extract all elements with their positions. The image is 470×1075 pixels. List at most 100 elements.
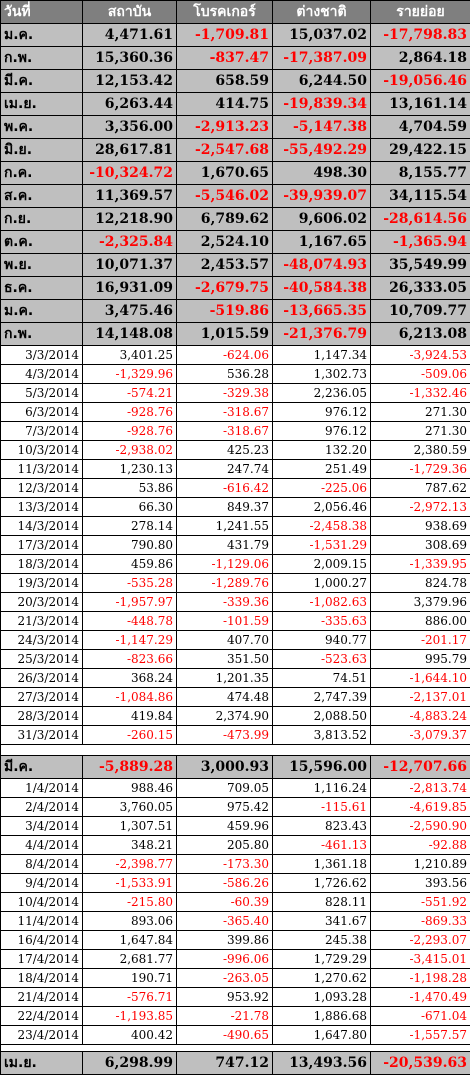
- cell-foreign: 1,647.80: [273, 1026, 371, 1045]
- cell-institution: 6,263.44: [83, 93, 177, 116]
- cell-foreign: -39,939.07: [273, 185, 371, 208]
- cell-institution: 53.86: [83, 479, 177, 498]
- cell-foreign: 1,886.68: [273, 1007, 371, 1026]
- cell-retail: -1,339.95: [371, 555, 470, 574]
- cell-institution: -2,398.77: [83, 855, 177, 874]
- cell-foreign: 498.30: [273, 162, 371, 185]
- cell-foreign: 1,000.27: [273, 574, 371, 593]
- cell-foreign: -115.61: [273, 798, 371, 817]
- cell-retail: 8,155.77: [371, 162, 470, 185]
- cell-date: 6/3/2014: [1, 403, 83, 422]
- cell-date: 23/4/2014: [1, 1026, 83, 1045]
- cell-broker: -318.67: [177, 403, 273, 422]
- header-date: วันที่: [1, 1, 83, 24]
- cell-date: มี.ค.: [1, 70, 83, 93]
- cell-foreign: -225.06: [273, 479, 371, 498]
- cell-broker: 431.79: [177, 536, 273, 555]
- cell-institution: -10,324.72: [83, 162, 177, 185]
- cell-broker: -1,289.76: [177, 574, 273, 593]
- cell-foreign: -2,458.38: [273, 517, 371, 536]
- cell-institution: -1,084.86: [83, 688, 177, 707]
- cell-broker: -837.47: [177, 47, 273, 70]
- cell-institution: 1,230.13: [83, 460, 177, 479]
- cell-institution: 12,153.42: [83, 70, 177, 93]
- cell-date: 11/3/2014: [1, 460, 83, 479]
- cell-retail: 4,704.59: [371, 116, 470, 139]
- cell-institution: 400.42: [83, 1026, 177, 1045]
- cell-retail: -3,415.01: [371, 950, 470, 969]
- cell-institution: -1,957.97: [83, 593, 177, 612]
- cell-institution: 12,218.90: [83, 208, 177, 231]
- cell-broker: 351.50: [177, 650, 273, 669]
- cell-foreign: -48,074.93: [273, 254, 371, 277]
- cell-date: 4/4/2014: [1, 836, 83, 855]
- cell-retail: -2,813.74: [371, 779, 470, 798]
- cell-date: 5/3/2014: [1, 384, 83, 403]
- cell-foreign: 15,037.02: [273, 24, 371, 47]
- cell-broker: 205.80: [177, 836, 273, 855]
- cell-date: 2/4/2014: [1, 798, 83, 817]
- cell-foreign: -21,376.79: [273, 323, 371, 346]
- cell-foreign: 1,361.18: [273, 855, 371, 874]
- cell-foreign: 2,056.46: [273, 498, 371, 517]
- cell-institution: -928.76: [83, 422, 177, 441]
- cell-date: 10/4/2014: [1, 893, 83, 912]
- cell-institution: 348.21: [83, 836, 177, 855]
- cell-broker: -616.42: [177, 479, 273, 498]
- cell-broker: -2,547.68: [177, 139, 273, 162]
- cell-broker: 1,670.65: [177, 162, 273, 185]
- cell-foreign: -19,839.34: [273, 93, 371, 116]
- cell-date: เม.ย.: [1, 93, 83, 116]
- header-retail: รายย่อย: [371, 1, 470, 24]
- cell-date: ม.ค.: [1, 24, 83, 47]
- cell-foreign: 1,167.65: [273, 231, 371, 254]
- cell-retail: -509.06: [371, 365, 470, 384]
- cell-retail: -1,470.49: [371, 988, 470, 1007]
- cell-retail: 29,422.15: [371, 139, 470, 162]
- cell-institution: 4,471.61: [83, 24, 177, 47]
- cell-institution: -1,147.29: [83, 631, 177, 650]
- cell-institution: 3,760.05: [83, 798, 177, 817]
- cell-broker: -2,913.23: [177, 116, 273, 139]
- cell-retail: -4,883.24: [371, 707, 470, 726]
- cell-retail: 271.30: [371, 422, 470, 441]
- cell-retail: -17,798.83: [371, 24, 470, 47]
- cell-foreign: 3,813.52: [273, 726, 371, 745]
- cell-retail: -20,539.63: [371, 1052, 470, 1075]
- cell-retail: -1,729.36: [371, 460, 470, 479]
- cell-retail: 26,333.05: [371, 277, 470, 300]
- cell-broker: 407.70: [177, 631, 273, 650]
- cell-institution: -928.76: [83, 403, 177, 422]
- cell-date: เม.ย.: [1, 1052, 83, 1075]
- cell-broker: 1,241.55: [177, 517, 273, 536]
- cell-institution: -535.28: [83, 574, 177, 593]
- cell-broker: 658.59: [177, 70, 273, 93]
- cell-foreign: 251.49: [273, 460, 371, 479]
- cell-date: ส.ค.: [1, 185, 83, 208]
- cell-broker: -2,679.75: [177, 277, 273, 300]
- cell-foreign: 2,236.05: [273, 384, 371, 403]
- cell-broker: 2,374.90: [177, 707, 273, 726]
- cell-institution: 790.80: [83, 536, 177, 555]
- cell-retail: -92.88: [371, 836, 470, 855]
- cell-date: 4/3/2014: [1, 365, 83, 384]
- cell-foreign: 2,747.39: [273, 688, 371, 707]
- cell-foreign: 132.20: [273, 441, 371, 460]
- cell-institution: 10,071.37: [83, 254, 177, 277]
- header-broker: โบรคเกอร์: [177, 1, 273, 24]
- cell-foreign: 1,093.28: [273, 988, 371, 1007]
